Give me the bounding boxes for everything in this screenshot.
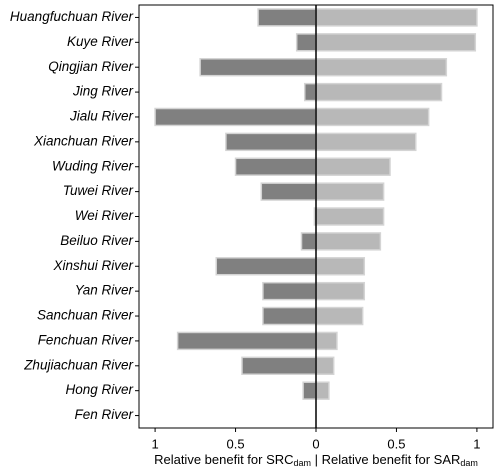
bar: [315, 381, 330, 400]
bar: [241, 356, 317, 376]
bar: [315, 257, 366, 276]
y-tick-label: Beiluo River: [60, 233, 133, 248]
bar: [154, 107, 317, 127]
bar: [315, 157, 391, 176]
bar: [303, 82, 317, 102]
x-tick-label: 0: [312, 436, 319, 451]
x-axis-label: Relative benefit for SRCdam | Relative b…: [154, 452, 478, 468]
y-tick-label: Jialu River: [69, 109, 134, 124]
x-label-sub: dam: [294, 458, 312, 468]
y-tick-label: Wei River: [75, 208, 134, 223]
y-tick-label: Zhujiachuan River: [23, 357, 133, 372]
bar: [315, 306, 364, 326]
bar: [262, 306, 317, 326]
y-tick-label: Jing River: [72, 84, 134, 99]
y-tick-label: Sanchuan River: [37, 308, 134, 323]
x-label-right: Relative benefit for SAR: [322, 452, 461, 467]
bar: [315, 82, 443, 102]
bar: [315, 356, 335, 376]
bar: [315, 207, 385, 226]
y-tick-label: Fen River: [74, 407, 133, 422]
bar: [315, 132, 417, 152]
bar: [225, 132, 317, 152]
bar: [295, 33, 317, 52]
x-label-sub: dam: [460, 458, 478, 468]
y-tick-label: Kuye River: [67, 34, 134, 49]
x-tick-label: 1: [151, 436, 158, 451]
bar: [315, 57, 448, 77]
bar: [315, 182, 385, 201]
y-tick-label: Yan River: [75, 283, 134, 298]
y-tick-label: Qingjian River: [48, 59, 133, 74]
bar: [315, 232, 382, 251]
y-tick-label: Hong River: [65, 382, 133, 397]
bar: [199, 57, 317, 77]
bar: [315, 8, 478, 27]
x-tick-label: 1: [473, 436, 480, 451]
y-tick-label: Xinshui River: [52, 258, 133, 273]
bar: [315, 107, 430, 127]
bar: [315, 331, 338, 351]
y-tick-label: Huangfuchuan River: [10, 9, 134, 24]
x-label-left: Relative benefit for SRC: [154, 452, 293, 467]
y-tick-label: Xianchuan River: [33, 133, 134, 148]
y-tick-label: Fenchuan River: [38, 332, 134, 347]
x-tick-label: 0.5: [227, 436, 245, 451]
bar: [176, 331, 317, 351]
bar: [315, 281, 366, 301]
bar: [262, 281, 317, 301]
x-tick-label: 0.5: [387, 436, 405, 451]
bar: [260, 182, 317, 201]
bar: [257, 8, 317, 27]
y-tick-label: Wuding River: [52, 158, 134, 173]
bar: [315, 33, 477, 52]
y-tick-label: Tuwei River: [63, 183, 134, 198]
bar: [302, 381, 317, 400]
bar: [300, 232, 317, 251]
x-label-sep: |: [311, 452, 322, 467]
bar: [234, 157, 317, 176]
bar: [215, 257, 317, 276]
